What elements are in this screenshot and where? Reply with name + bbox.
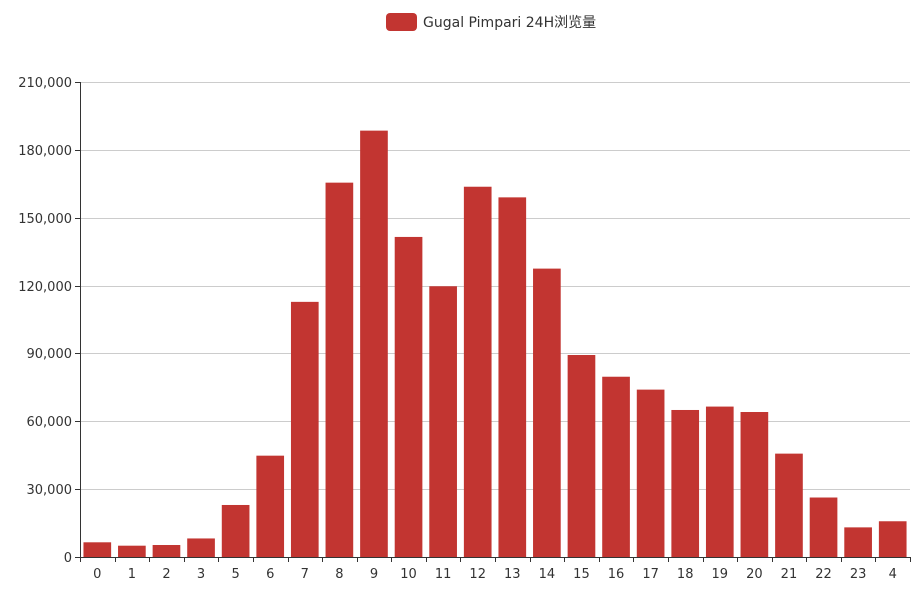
x-tick-label: 8 (335, 567, 343, 582)
x-tick-label: 4 (889, 567, 897, 582)
x-tick-label: 23 (850, 567, 867, 582)
x-tick-label: 17 (642, 567, 659, 582)
bar[interactable] (256, 455, 285, 557)
bar[interactable] (152, 545, 181, 557)
x-tick-label: 15 (573, 567, 590, 582)
x-tick-label: 2 (162, 567, 170, 582)
bar[interactable] (498, 197, 527, 558)
bar[interactable] (740, 412, 769, 557)
x-tick-label: 13 (504, 567, 521, 582)
x-tick-label: 22 (815, 567, 832, 582)
bar[interactable] (844, 527, 872, 557)
bar[interactable] (705, 406, 734, 557)
x-tick-label: 19 (712, 567, 729, 582)
y-tick-label: 180,000 (18, 144, 72, 159)
y-tick-label: 60,000 (27, 415, 73, 430)
x-tick-label: 1 (128, 567, 136, 582)
x-tick-label: 3 (197, 567, 205, 582)
bar[interactable] (775, 453, 803, 557)
y-tick-label: 0 (64, 551, 72, 566)
bar[interactable] (187, 538, 215, 557)
bar[interactable] (463, 186, 492, 558)
bar[interactable] (567, 355, 596, 557)
x-tick-label: 12 (469, 567, 486, 582)
x-tick-label: 14 (539, 567, 556, 582)
bar[interactable] (221, 504, 250, 557)
bar[interactable] (878, 521, 907, 557)
bar[interactable] (602, 376, 630, 557)
bar[interactable] (429, 286, 457, 557)
grid-lines (80, 82, 910, 490)
bar[interactable] (533, 268, 561, 557)
bar[interactable] (394, 236, 423, 557)
x-tick-label: 21 (781, 567, 798, 582)
y-axis-tick-labels: 0 30,000 60,000 90,000 120,000 150,000 180,000… (18, 76, 72, 566)
x-tick-label: 10 (400, 567, 417, 582)
bar[interactable] (809, 497, 838, 557)
y-tick-label: 150,000 (18, 212, 72, 227)
bars (83, 130, 907, 558)
legend[interactable]: Gugal Pimpari 24H浏览量 (386, 13, 596, 31)
x-tick-label: 5 (231, 567, 239, 582)
y-tick-label: 30,000 (27, 483, 73, 498)
x-tick-label: 16 (608, 567, 625, 582)
y-tick-label: 90,000 (27, 347, 73, 362)
bar[interactable] (671, 409, 700, 557)
y-tick-label: 120,000 (18, 280, 72, 295)
bar[interactable] (636, 389, 665, 557)
axes (75, 82, 911, 562)
x-tick-label: 7 (301, 567, 309, 582)
y-tick-label: 210,000 (18, 76, 72, 91)
x-tick-label: 18 (677, 567, 694, 582)
legend-swatch[interactable] (386, 13, 417, 31)
bar[interactable] (325, 182, 354, 557)
x-tick-label: 11 (435, 567, 452, 582)
x-tick-label: 6 (266, 567, 274, 582)
x-tick-label: 0 (93, 567, 101, 582)
x-axis-tick-labels: 0 1 2 3 5 6 7 8 9 10 11 12 13 14 15 16 17 18 19 20 21 22 23 4 (93, 567, 897, 582)
bar[interactable] (360, 130, 388, 557)
x-tick-label: 20 (746, 567, 763, 582)
legend-label[interactable]: Gugal Pimpari 24H浏览量 (423, 15, 596, 31)
bar[interactable] (83, 542, 112, 557)
bar[interactable] (118, 545, 146, 557)
x-tick-label: 9 (370, 567, 378, 582)
bar[interactable] (290, 301, 319, 557)
